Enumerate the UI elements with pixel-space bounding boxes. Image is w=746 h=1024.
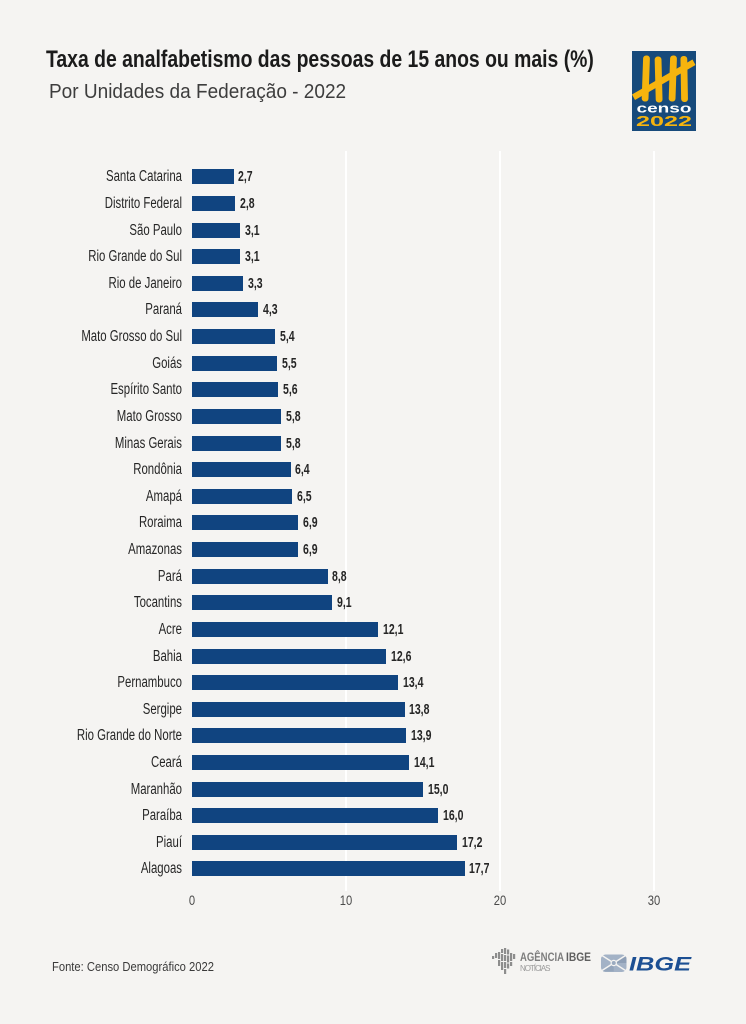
svg-text:2022: 2022 <box>636 114 692 130</box>
svg-text:IBGE: IBGE <box>566 952 591 964</box>
svg-text:AGÊNCIA: AGÊNCIA <box>520 951 564 964</box>
svg-text:NOTÍCIAS: NOTÍCIAS <box>520 964 551 973</box>
svg-text:IBGE: IBGE <box>629 955 693 975</box>
svg-text:censo: censo <box>637 101 692 116</box>
